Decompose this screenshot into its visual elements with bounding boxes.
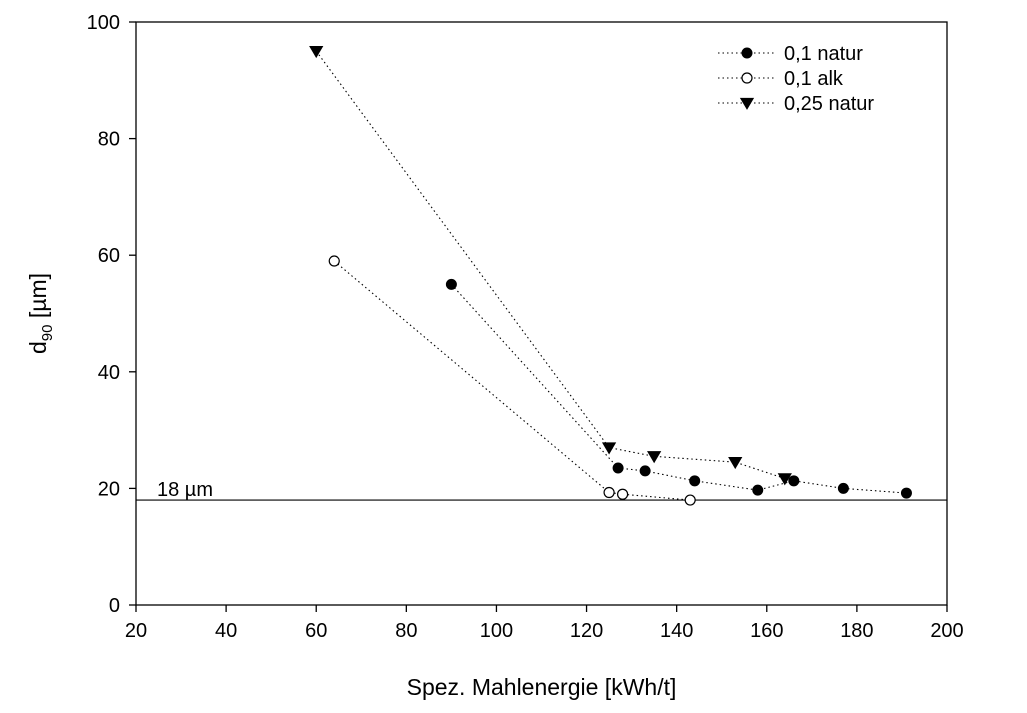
legend: 0,1 natur 0,1 alk 0,25 natur bbox=[718, 43, 874, 115]
legend-item: 0,1 alk bbox=[718, 68, 844, 90]
x-axis-title: Spez. Mahlenergie [kWh/t] bbox=[407, 674, 677, 700]
data-point bbox=[603, 486, 615, 499]
x-tick-label: 60 bbox=[305, 620, 327, 642]
reference-line-group: 18 µm bbox=[136, 479, 947, 501]
y-tick-label: 40 bbox=[98, 362, 120, 384]
legend-item: 0,1 natur bbox=[718, 43, 863, 65]
series-2 bbox=[309, 45, 792, 486]
legend-marker bbox=[741, 72, 753, 84]
x-tick-label: 200 bbox=[930, 620, 963, 642]
x-tick-label: 100 bbox=[480, 620, 513, 642]
y-tick-label: 20 bbox=[98, 478, 120, 500]
y-axis-title-base: d bbox=[25, 341, 51, 354]
data-point bbox=[900, 487, 912, 499]
data-point bbox=[837, 482, 849, 494]
reference-line-label: 18 µm bbox=[157, 479, 213, 501]
legend-label: 0,1 alk bbox=[784, 68, 844, 90]
y-axis-title-suffix: [µm] bbox=[25, 273, 51, 325]
legend-item: 0,25 natur bbox=[718, 93, 874, 115]
legend-label: 0,25 natur bbox=[784, 93, 874, 115]
data-point bbox=[689, 475, 701, 487]
legend-marker bbox=[741, 47, 753, 59]
data-point bbox=[647, 451, 662, 464]
series-line bbox=[315, 50, 785, 480]
y-tick-label: 60 bbox=[98, 245, 120, 267]
axis-titles: Spez. Mahlenergie [kWh/t] d90 [µm] bbox=[25, 273, 676, 700]
data-point bbox=[445, 278, 457, 290]
x-tick-label: 20 bbox=[125, 620, 147, 642]
y-tick-label: 0 bbox=[109, 595, 120, 617]
data-point bbox=[752, 484, 764, 496]
data-point bbox=[309, 45, 324, 59]
data-point bbox=[777, 473, 792, 486]
data-point bbox=[328, 255, 340, 267]
data-point bbox=[639, 465, 651, 477]
series-1 bbox=[328, 255, 696, 506]
data-point bbox=[684, 494, 696, 506]
series-line bbox=[333, 260, 691, 501]
data-point bbox=[728, 456, 743, 470]
legend-marker bbox=[739, 97, 755, 110]
series-0 bbox=[445, 278, 912, 499]
y-axis-title-subscript: 90 bbox=[39, 325, 56, 342]
legend-label: 0,1 natur bbox=[784, 43, 863, 65]
plot-frame bbox=[135, 21, 948, 606]
x-tick-label: 80 bbox=[395, 620, 417, 642]
x-tick-label: 120 bbox=[570, 620, 603, 642]
data-point bbox=[788, 475, 800, 487]
series-group bbox=[309, 45, 912, 506]
y-tick-label: 100 bbox=[87, 12, 120, 34]
x-tick-label: 40 bbox=[215, 620, 237, 642]
x-tick-label: 180 bbox=[840, 620, 873, 642]
x-tick-label: 160 bbox=[750, 620, 783, 642]
y-tick-label: 80 bbox=[98, 129, 120, 151]
series-line bbox=[450, 283, 907, 494]
plot-area-border bbox=[135, 21, 948, 606]
x-tick-label: 140 bbox=[660, 620, 693, 642]
data-point bbox=[616, 488, 629, 500]
y-axis-title: d90 [µm] bbox=[25, 273, 56, 354]
data-point bbox=[612, 462, 624, 474]
data-point bbox=[601, 442, 617, 455]
